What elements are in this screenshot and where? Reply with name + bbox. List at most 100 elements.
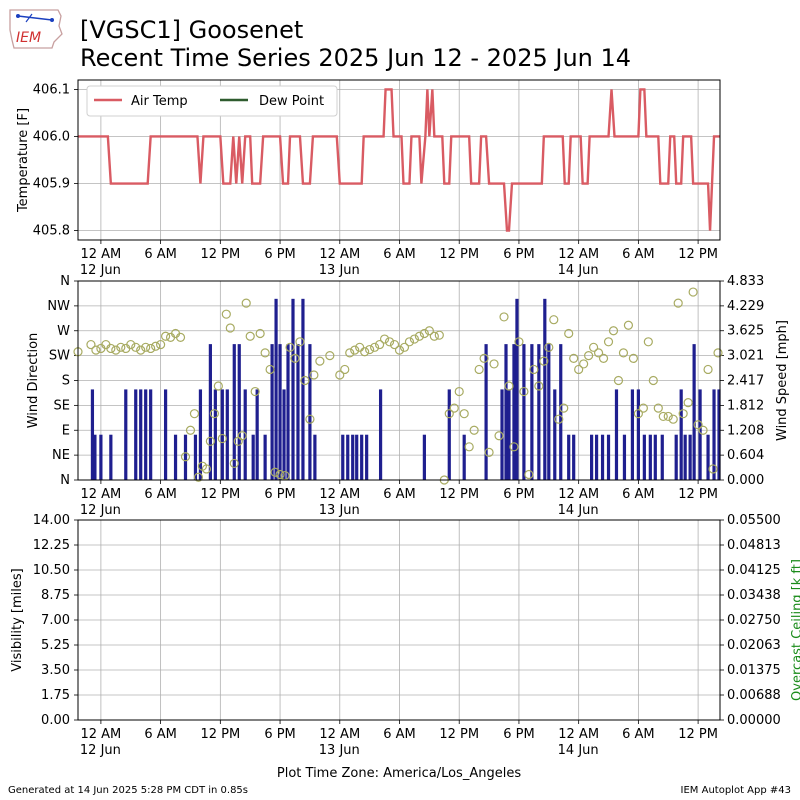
wind-speed-bar: [198, 389, 203, 480]
wind-direction-marker: [479, 353, 489, 363]
x-tick-label: 6 PM: [503, 727, 534, 742]
wind-direction-marker: [419, 328, 429, 339]
wind-direction-marker: [544, 342, 554, 352]
x-tick-label: 12 PM: [439, 247, 479, 262]
temperature-legend-box: [86, 85, 338, 117]
wind-direction-marker: [91, 345, 101, 355]
ceiling-tick-label: 0.02063: [727, 638, 781, 653]
wind-direction-marker: [703, 364, 713, 375]
x-tick-label: 12 AM: [558, 487, 599, 502]
wind-speed-bar: [124, 389, 128, 480]
wind-direction-marker: [156, 339, 166, 350]
wind-speed-bar: [447, 389, 451, 480]
wind-speed-bar: [282, 389, 286, 480]
wind-speed-bar: [504, 344, 508, 480]
wind-direction-marker: [265, 364, 275, 375]
wind-direction-marker: [469, 425, 479, 435]
ceiling-tick-label: 0.01375: [727, 663, 781, 678]
logo-network-line: [17, 15, 53, 21]
wind-direction-marker: [245, 331, 255, 341]
wind-direction-marker: [623, 320, 634, 330]
wind-direction-marker: [668, 414, 678, 424]
wind-direction-marker: [539, 356, 549, 366]
wind-direction-marker: [554, 414, 564, 424]
wind-direction-marker: [335, 370, 345, 380]
wind-speed-bar: [286, 344, 290, 480]
wind-speed-bar: [553, 389, 557, 480]
logo-network-node: [50, 18, 54, 22]
wind-direction-marker: [673, 298, 683, 308]
wind-direction-marker: [569, 353, 579, 363]
logo-network-line: [25, 13, 33, 23]
ceiling-tick-label: 0.04813: [727, 538, 781, 553]
wind-direction-marker: [290, 353, 300, 363]
wind-direction-marker: [603, 337, 614, 347]
wind-speed-bar: [507, 389, 511, 480]
x-tick-label: 12 AM: [558, 727, 599, 742]
ceiling-tick-label: 0.02750: [727, 613, 781, 628]
iem-logo: IEM: [9, 9, 63, 49]
wind-direction-marker: [106, 343, 116, 354]
wind-direction-marker: [459, 409, 469, 419]
wind-speed-bar: [500, 389, 504, 480]
wind-direction-marker: [593, 348, 604, 358]
wind-speed-bar: [594, 434, 599, 480]
wind-speed-bar: [606, 434, 611, 480]
wind-direction-marker: [588, 342, 599, 352]
wind-direction-marker: [225, 323, 235, 333]
wind-direction-marker: [514, 337, 524, 347]
wind-direction-marker: [237, 431, 247, 441]
x-tick-label: 12 PM: [439, 727, 479, 742]
air-temp-legend-label: Air Temp: [131, 94, 188, 109]
wind-direction-marker: [389, 339, 400, 350]
wind-direction-tick-label: NE: [52, 448, 70, 463]
wind-direction-tick-label: NW: [47, 299, 70, 314]
x-tick-label: 12 PM: [200, 727, 240, 742]
wind-direction-marker: [549, 315, 559, 325]
x-tick-label: 6 PM: [503, 247, 534, 262]
wind-direction-marker: [524, 469, 534, 480]
wind-speed-bar: [134, 389, 138, 480]
wind-direction-marker: [374, 339, 385, 350]
wind-direction-marker: [598, 353, 609, 363]
wind-direction-marker: [229, 458, 239, 469]
wind-speed-tick-label: 4.833: [727, 274, 764, 289]
x-tick-label: 6 AM: [144, 487, 177, 502]
wind-direction-marker: [454, 386, 464, 397]
wind-direction-tick-label: S: [62, 374, 70, 389]
wind-direction-marker: [141, 342, 151, 352]
wind-direction-marker: [399, 342, 410, 352]
x-tick-label: 6 AM: [144, 727, 177, 742]
wind-direction-marker: [295, 337, 305, 347]
wind-direction-marker: [404, 337, 415, 347]
wind-direction-marker: [449, 403, 459, 413]
x-tick-label: 12 AM: [80, 727, 121, 742]
wind-direction-marker: [193, 472, 204, 482]
wind-direction-marker: [579, 359, 589, 369]
wind-direction-marker: [559, 403, 569, 413]
wind-speed-bar: [683, 434, 687, 480]
visibility-axis-label: Visibility [miles]: [10, 568, 25, 671]
wind-speed-bar: [213, 389, 217, 480]
x-tick-label: 6 PM: [503, 487, 534, 502]
wind-direction-marker: [185, 425, 196, 435]
wind-direction-marker: [370, 342, 380, 352]
temp-y-tick-label: 405.8: [33, 224, 70, 239]
wind-speed-bar: [93, 434, 97, 480]
chart-title-line1: [VGSC1] Goosenet: [80, 16, 304, 44]
wind-speed-bar: [291, 298, 295, 480]
wind-speed-bar: [355, 434, 359, 480]
wind-speed-bar: [183, 434, 188, 480]
wind-direction-marker: [285, 342, 295, 352]
wind-speed-tick-label: 3.625: [727, 324, 764, 339]
wind-direction-marker: [175, 332, 186, 342]
wind-speed-bar: [660, 434, 664, 480]
wind-speed-bar: [572, 434, 576, 480]
x-tick-date-label: 13 Jun: [319, 743, 360, 758]
x-tick-label: 6 AM: [383, 727, 416, 742]
wind-direction-marker: [678, 409, 688, 419]
wind-direction-marker: [365, 344, 375, 355]
wind-direction-axis-label: Wind Direction: [26, 333, 41, 429]
x-tick-label: 6 PM: [264, 247, 295, 262]
